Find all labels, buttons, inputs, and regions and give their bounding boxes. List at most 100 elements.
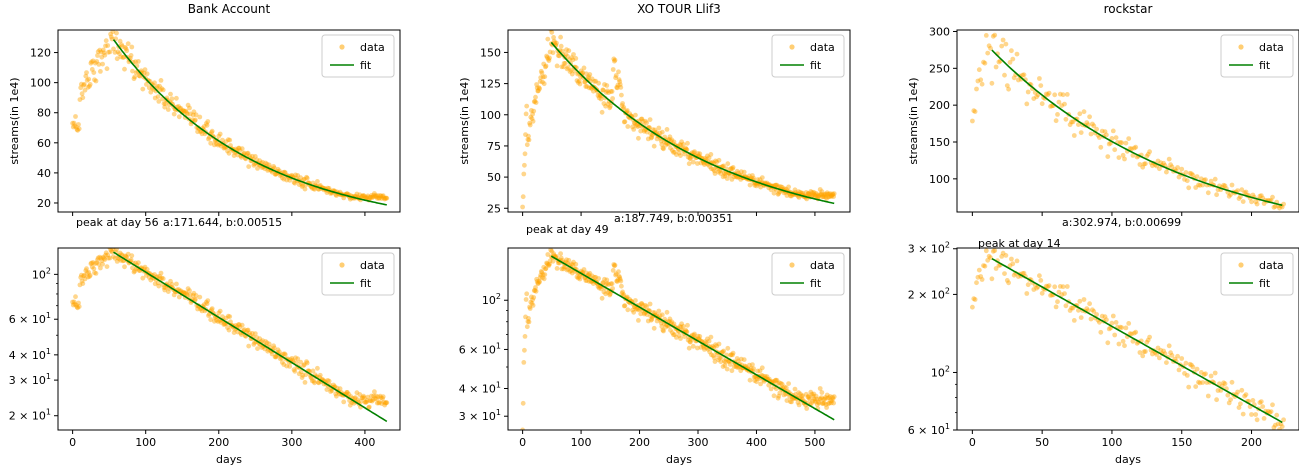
data-point — [1281, 201, 1286, 207]
subplot-title: XO TOUR Llif3 — [637, 2, 721, 16]
data-point — [758, 381, 763, 387]
data-point — [380, 396, 385, 401]
data-point — [722, 173, 728, 179]
data-point — [979, 81, 985, 87]
data-point — [559, 64, 565, 70]
data-point — [521, 171, 527, 177]
data-point — [176, 294, 182, 300]
data-point — [520, 204, 525, 210]
data-point — [816, 194, 822, 200]
data-point — [576, 78, 582, 84]
data-point — [541, 264, 547, 270]
data-point — [828, 398, 834, 404]
data-point — [255, 166, 260, 171]
data-point — [158, 78, 164, 83]
data-point — [1043, 91, 1049, 97]
data-point — [378, 193, 384, 199]
data-point — [688, 339, 693, 345]
axes-frame — [956, 247, 1299, 431]
data-point — [636, 135, 641, 141]
data-point — [551, 38, 557, 44]
data-point — [533, 285, 538, 290]
data-point — [624, 108, 630, 113]
data-point — [764, 374, 770, 379]
data-point — [603, 291, 608, 297]
data-point — [1098, 329, 1104, 335]
data-point — [817, 386, 823, 391]
data-point — [84, 70, 89, 75]
data-point — [360, 395, 366, 401]
data-point — [524, 103, 530, 109]
data-point — [547, 261, 552, 267]
data-point — [1226, 193, 1232, 199]
data-point — [117, 256, 122, 262]
data-point — [612, 262, 618, 268]
data-point — [640, 118, 646, 124]
data-point — [584, 278, 590, 283]
data-point — [1034, 94, 1039, 100]
data-point — [831, 394, 837, 400]
data-point — [1088, 316, 1094, 322]
data-point — [1176, 367, 1182, 373]
data-point — [359, 193, 365, 199]
data-point — [251, 342, 257, 347]
y-tick-label: 3 × 101 — [9, 372, 51, 387]
data-point — [823, 191, 828, 197]
data-point — [361, 193, 366, 198]
y-tick-label: 60 — [37, 137, 51, 150]
data-point — [302, 380, 308, 385]
data-point — [565, 266, 571, 272]
data-point — [710, 353, 716, 358]
data-point — [598, 286, 604, 292]
data-point — [782, 384, 787, 390]
data-point — [1190, 172, 1196, 178]
data-point — [1084, 306, 1090, 311]
data-point — [104, 66, 110, 72]
data-point — [174, 281, 179, 287]
data-point — [176, 114, 182, 120]
data-point — [615, 277, 621, 283]
data-point — [993, 64, 999, 70]
data-point — [1014, 51, 1020, 57]
data-point — [125, 251, 131, 257]
data-point — [1129, 331, 1134, 337]
data-point — [816, 400, 822, 406]
axes-frame — [507, 29, 851, 213]
data-point — [708, 334, 714, 340]
data-point — [712, 355, 717, 361]
data-point — [561, 264, 567, 270]
data-point — [381, 195, 387, 201]
data-point — [381, 399, 387, 405]
data-point — [583, 278, 589, 283]
legend-marker-data — [789, 262, 795, 268]
data-point — [317, 372, 323, 378]
data-point — [811, 189, 817, 195]
data-point — [606, 90, 611, 95]
data-point — [541, 81, 547, 87]
data-point — [564, 47, 569, 53]
data-point — [641, 128, 647, 134]
data-point — [117, 51, 122, 57]
data-point — [277, 349, 282, 355]
data-point — [648, 135, 654, 141]
data-point — [777, 390, 783, 396]
fit-params-annotation: a:187.749, b:0.00351 — [614, 212, 733, 225]
axes-frame — [57, 29, 401, 213]
data-point — [178, 105, 184, 111]
data-point — [1106, 141, 1112, 147]
data-point — [354, 191, 360, 197]
data-point — [810, 398, 815, 404]
data-point — [100, 61, 105, 67]
data-point — [1037, 273, 1042, 279]
data-point — [1102, 129, 1108, 135]
data-point — [541, 276, 547, 282]
data-point — [296, 182, 302, 188]
data-point — [81, 272, 87, 278]
data-point — [236, 145, 241, 151]
data-point — [710, 166, 716, 172]
data-point — [1243, 392, 1249, 397]
data-point — [545, 252, 551, 257]
data-point — [1087, 301, 1092, 307]
